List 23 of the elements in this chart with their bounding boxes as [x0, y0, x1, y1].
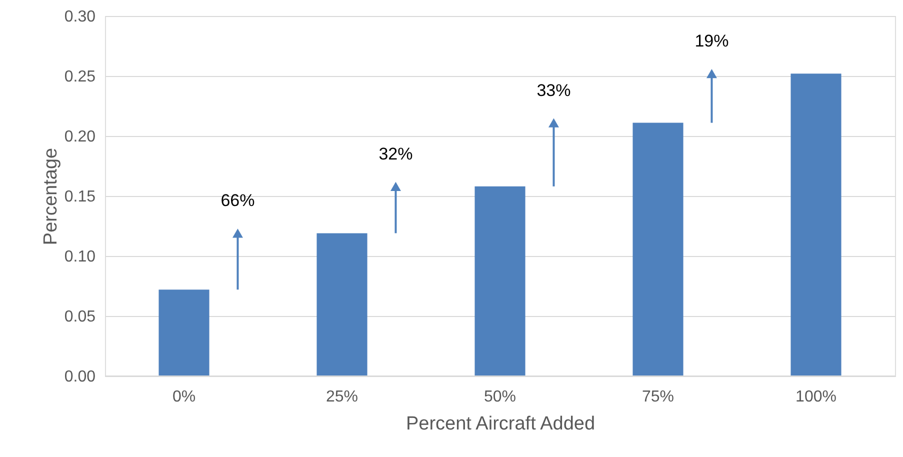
y-tick-label: 0.15 — [64, 188, 96, 206]
bar — [790, 74, 842, 376]
bar — [158, 290, 210, 376]
y-tick-label: 0.05 — [64, 308, 96, 326]
y-tick-label: 0.30 — [64, 8, 96, 26]
x-tick-label: 0% — [172, 388, 196, 406]
bar — [474, 186, 526, 376]
annotation: 32% — [378, 144, 413, 164]
annotation: 19% — [694, 32, 729, 51]
bar — [632, 122, 684, 376]
y-tick-label: 0.20 — [64, 128, 96, 146]
x-tick-label: 50% — [484, 388, 516, 406]
x-tick-label: 75% — [642, 388, 674, 406]
annotation: 66% — [220, 191, 255, 210]
y-tick-label: 0.10 — [64, 248, 96, 266]
x-tick-label: 100% — [796, 388, 836, 406]
y-tick-label: 0.00 — [64, 368, 96, 386]
y-axis-title: Percentage — [40, 148, 62, 246]
bar — [316, 233, 368, 376]
x-tick-label: 25% — [326, 388, 358, 406]
x-axis-title: Percent Aircraft Added — [406, 414, 596, 434]
annotation: 33% — [536, 80, 571, 100]
y-tick-label: 0.25 — [64, 68, 96, 86]
